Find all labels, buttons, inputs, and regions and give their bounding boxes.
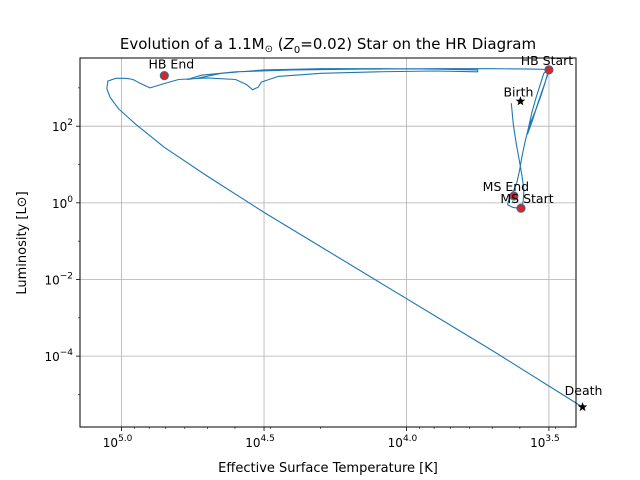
markers	[159, 65, 588, 412]
y-axis-ticks: 102 100 10−2 10−4	[44, 87, 80, 395]
hb-end-label: HB End	[148, 57, 194, 72]
x-tick-label: 103.5	[530, 434, 560, 450]
hb-start-marker	[544, 65, 554, 75]
birth-marker	[515, 96, 526, 106]
x-axis-ticks: 105.0 104.5 104.0 103.5	[103, 427, 560, 450]
plot-frame	[79, 57, 577, 428]
ms-start-label: MS Start	[500, 191, 553, 206]
y-tick-label: 10−4	[44, 348, 73, 364]
x-tick-label: 105.0	[103, 434, 133, 450]
x-tick-label: 104.5	[245, 434, 275, 450]
hb-end-marker	[159, 71, 169, 81]
evolution-track	[106, 68, 583, 408]
y-tick-label: 10−2	[44, 271, 73, 287]
death-label: Death	[565, 383, 603, 398]
death-marker	[577, 402, 588, 412]
x-tick-label: 104.0	[388, 434, 418, 450]
hb-start-label: HB Start	[521, 53, 574, 68]
ms-start-marker	[516, 203, 526, 213]
grid	[80, 58, 576, 427]
y-axis-label: Luminosity [L⊙]	[15, 191, 30, 294]
ms-end-label: MS End	[483, 179, 529, 194]
y-tick-label: 102	[52, 118, 73, 134]
evolution-track-line	[106, 68, 583, 408]
chart-title: Evolution of a 1.1M⊙ (Z0=0.02) Star on t…	[120, 35, 536, 56]
y-tick-label: 100	[52, 195, 73, 211]
birth-label: Birth	[503, 84, 533, 99]
x-axis-label: Effective Surface Temperature [K]	[218, 461, 438, 476]
ms-end-marker	[509, 191, 519, 201]
